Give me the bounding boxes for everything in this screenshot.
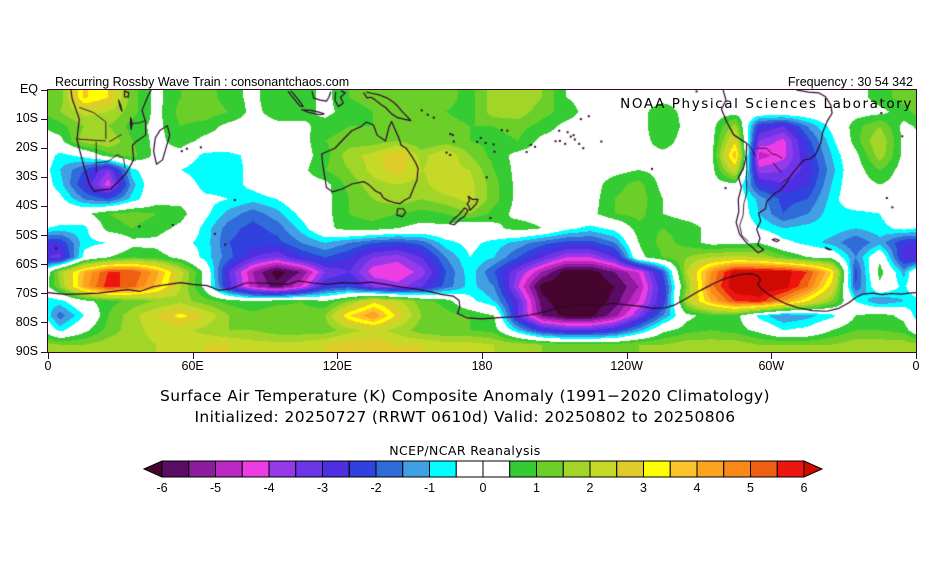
colorbar-tick-label: 5 (747, 481, 754, 495)
y-axis-label: 20S (15, 140, 38, 155)
y-axis-tick (41, 89, 48, 91)
colorbar-cell (482, 460, 511, 478)
x-axis-label: 60W (758, 359, 785, 373)
colorbar-cell (536, 460, 564, 478)
colorbar-cell (696, 460, 725, 478)
colorbar-tick-label: 4 (693, 481, 701, 495)
y-axis-label: 30S (15, 169, 38, 184)
colorbar-cell (375, 460, 404, 478)
noaa-psl-watermark: NOAA Physical Sciences Laboratory (620, 96, 913, 112)
colorbar-tick-label: 1 (533, 481, 540, 495)
y-axis-tick (41, 351, 48, 353)
x-axis-tick (337, 353, 339, 359)
colorbar-cell (455, 460, 484, 478)
colorbar-cell (750, 460, 778, 478)
colorbar-cell (215, 460, 243, 478)
header-site-text: Recurring Rossby Wave Train : consonantc… (55, 75, 350, 89)
y-axis-tick (41, 293, 48, 295)
y-axis-tick (41, 205, 48, 207)
x-axis-tick (48, 353, 49, 359)
x-axis-tick (916, 353, 917, 359)
colorbar-over-arrow (803, 460, 824, 478)
colorbar-cell (161, 460, 190, 478)
y-axis-tick (41, 264, 48, 266)
x-axis-label: 120W (610, 359, 643, 373)
y-axis-tick (41, 176, 48, 178)
colorbar-cell (562, 460, 591, 478)
colorbar-cell (643, 460, 671, 478)
y-axis-tick (41, 322, 48, 324)
x-axis-tick (771, 353, 773, 359)
colorbar-cell (509, 460, 537, 478)
x-axis-tick (626, 353, 628, 359)
y-axis-label: 90S (15, 344, 38, 358)
x-axis-tick (192, 353, 194, 359)
colorbar-tick-label: -6 (156, 481, 168, 495)
colorbar-cell (402, 460, 430, 478)
y-axis-label: 40S (15, 198, 38, 213)
x-axis-label: 0 (44, 359, 52, 373)
header-frequency-text: Frequency : 30 54 342 (787, 75, 913, 89)
colorbar-tick-label: -5 (209, 481, 222, 495)
chart-title: Surface Air Temperature (K) Composite An… (160, 387, 770, 405)
colorbar-cell (776, 460, 805, 478)
colorbar-tick-label: 3 (640, 481, 647, 495)
x-axis-label: 60E (181, 359, 204, 373)
y-axis-label: 10S (15, 111, 38, 126)
colorbar-cell (429, 460, 457, 478)
colorbar-cell (295, 460, 323, 478)
colorbar-cell (589, 460, 618, 478)
colorbar-cell (723, 460, 751, 478)
x-axis-label: 120E (322, 359, 352, 373)
colorbar-cell (322, 460, 350, 478)
y-axis-label: 50S (15, 227, 38, 242)
y-axis-label: EQ (19, 82, 38, 96)
colorbar-tick-label: -4 (263, 481, 275, 495)
x-axis-label: 0 (912, 359, 920, 373)
colorbar-tick-label: -1 (423, 481, 436, 495)
colorbar-cell (616, 460, 644, 478)
x-axis-tick (482, 353, 483, 359)
colorbar-tick-label: 2 (586, 481, 594, 495)
x-axis-label: 180 (471, 359, 493, 373)
chart-subtitle: Initialized: 20250727 (RRWT 0610d) Valid… (194, 408, 736, 426)
colorbar-under-arrow (142, 460, 163, 478)
anomaly-map-canvas (48, 90, 916, 352)
colorbar-tick-label: -2 (370, 481, 382, 495)
colorbar-tick-label: -3 (316, 481, 329, 495)
colorbar-tick-label: 6 (800, 481, 808, 495)
y-axis-tick (41, 147, 48, 149)
colorbar (142, 460, 824, 478)
colorbar-cell (188, 460, 216, 478)
colorbar-cell (348, 460, 377, 478)
y-axis-label: 80S (15, 314, 38, 329)
colorbar-cell (241, 460, 270, 478)
colorbar-tick-label: 0 (479, 481, 487, 495)
y-axis-tick (41, 118, 48, 120)
colorbar-cell (669, 460, 698, 478)
y-axis-label: 70S (15, 285, 38, 300)
y-axis-tick (41, 235, 48, 237)
colorbar-cell (268, 460, 297, 478)
y-axis-label: 60S (15, 256, 38, 271)
data-source-label: NCEP/NCAR Reanalysis (389, 443, 541, 458)
